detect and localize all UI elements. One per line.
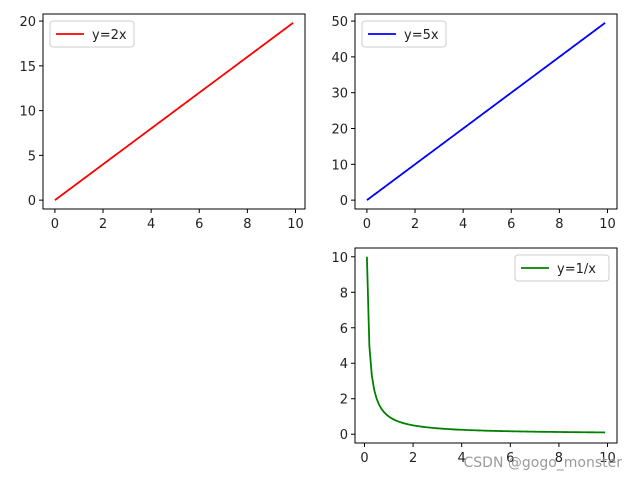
y-tick-label: 30 (331, 87, 348, 102)
x-tick-label: 2 (411, 217, 419, 232)
x-tick-label: 8 (243, 217, 251, 232)
y-tick-label: 5 (28, 149, 36, 164)
y-tick-label: 8 (340, 286, 348, 301)
y-tick-label: 2 (340, 393, 348, 408)
y-tick-label: 50 (331, 15, 348, 30)
y-tick-label: 10 (19, 105, 36, 120)
legend-box (514, 254, 610, 282)
x-tick-label: 6 (506, 451, 514, 466)
x-tick-label: 0 (360, 451, 368, 466)
x-tick-label: 6 (195, 217, 203, 232)
y-tick-label: 20 (331, 123, 348, 138)
axes-frame (354, 13, 618, 210)
watermark: CSDN @gogo_monster (464, 455, 623, 471)
y-tick-label: 0 (28, 194, 36, 209)
x-tick-label: 4 (147, 217, 155, 232)
y-tick-label: 6 (340, 322, 348, 337)
axes-frame (354, 247, 618, 444)
legend: y=2x (49, 20, 135, 48)
subplot-y-5x: 0 2 4 6 8 10 0 10 20 30 40 50 y=5x (331, 13, 618, 232)
y-tick-label: 0 (340, 194, 348, 209)
legend: y=1/x (514, 254, 610, 282)
y-tick-label: 0 (340, 428, 348, 443)
legend-label: y=2x (92, 28, 127, 43)
series-line (366, 256, 606, 434)
y-tick-label: 4 (340, 357, 348, 372)
x-tick-label: 10 (599, 217, 616, 232)
x-tick-label: 8 (555, 217, 563, 232)
x-tick-label: 8 (555, 451, 563, 466)
legend: y=5x (361, 20, 447, 48)
axes-frame (42, 13, 306, 210)
x-tick-label: 2 (409, 451, 417, 466)
y-tick-label: 20 (19, 15, 36, 30)
x-tick-label: 2 (99, 217, 107, 232)
x-tick-label: 10 (287, 217, 304, 232)
legend-label: y=5x (404, 28, 439, 43)
series-line (366, 22, 606, 201)
legend-box (361, 20, 447, 48)
y-tick-label: 10 (331, 251, 348, 266)
legend-box (49, 20, 135, 48)
legend-label: y=1/x (557, 262, 596, 277)
x-tick-label: 0 (363, 217, 371, 232)
x-tick-label: 0 (51, 217, 59, 232)
x-tick-label: 10 (599, 451, 616, 466)
subplot-y-1-over-x: 0 2 4 6 8 10 0 2 4 6 8 10 y=1/x (331, 247, 618, 466)
subplot-y-2x: 0 2 4 6 8 10 0 5 10 15 20 y=2x (19, 13, 306, 232)
y-tick-label: 15 (19, 60, 36, 75)
x-tick-label: 4 (459, 217, 467, 232)
series-line (54, 22, 294, 201)
y-tick-label: 10 (331, 158, 348, 173)
y-tick-label: 40 (331, 51, 348, 66)
x-tick-label: 6 (507, 217, 515, 232)
x-tick-label: 4 (458, 451, 466, 466)
